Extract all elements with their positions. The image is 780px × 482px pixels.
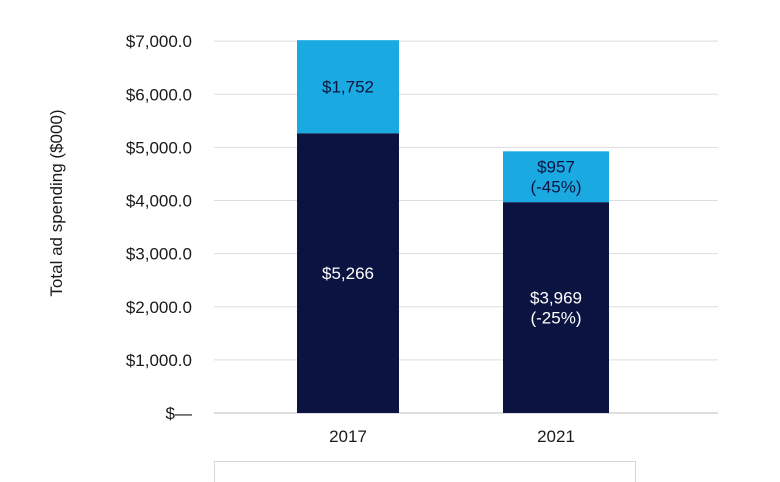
bars: $5,266 $1,752 $3,969(-25%) $957(-45%) xyxy=(297,40,609,413)
bar-segment-2021-2 xyxy=(503,151,609,203)
y-tick-label: $3,000.0 xyxy=(126,245,192,264)
data-label: $957 xyxy=(537,158,575,177)
x-tick-label: 2021 xyxy=(537,427,575,446)
data-label: $5,266 xyxy=(322,264,374,283)
x-axis-ticks: 2017 2021 xyxy=(329,427,575,446)
y-tick-label: $2,000.0 xyxy=(126,298,192,317)
y-tick-label: $7,000.0 xyxy=(126,32,192,51)
data-label: $3,969 xyxy=(530,289,582,308)
y-tick-label: $— xyxy=(166,404,192,423)
gridlines xyxy=(214,40,718,414)
y-tick-label: $6,000.0 xyxy=(126,85,192,104)
data-label: (-25%) xyxy=(530,309,581,328)
y-axis-label: Total ad spending ($000) xyxy=(47,109,66,296)
legend-box xyxy=(214,461,636,482)
x-tick-label: 2017 xyxy=(329,427,367,446)
data-label: (-45%) xyxy=(530,178,581,197)
y-tick-label: $5,000.0 xyxy=(126,138,192,157)
y-tick-label: $4,000.0 xyxy=(126,192,192,211)
bar-segment-2017-1 xyxy=(297,133,399,413)
y-tick-label: $1,000.0 xyxy=(126,351,192,370)
stacked-bar-chart: $— $1,000.0 $2,000.0 $3,000.0 $4,000.0 $5,000… xyxy=(47,32,718,446)
data-label: $1,752 xyxy=(322,78,374,97)
y-axis-ticks: $— $1,000.0 $2,000.0 $3,000.0 $4,000.0 $5,000… xyxy=(126,32,192,423)
bar-segment-2021-1 xyxy=(503,202,609,413)
bar-segment-2017-2 xyxy=(297,40,399,134)
